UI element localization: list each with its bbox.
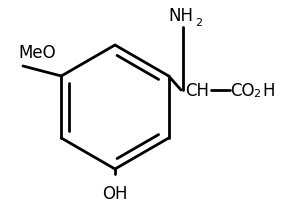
Text: CO: CO bbox=[230, 82, 255, 100]
Text: H: H bbox=[262, 82, 275, 100]
Text: 2: 2 bbox=[195, 18, 203, 28]
Text: MeO: MeO bbox=[18, 44, 55, 62]
Text: CH: CH bbox=[185, 82, 209, 100]
Text: NH: NH bbox=[168, 7, 194, 25]
Text: 2: 2 bbox=[253, 89, 260, 99]
Text: OH: OH bbox=[102, 184, 128, 202]
